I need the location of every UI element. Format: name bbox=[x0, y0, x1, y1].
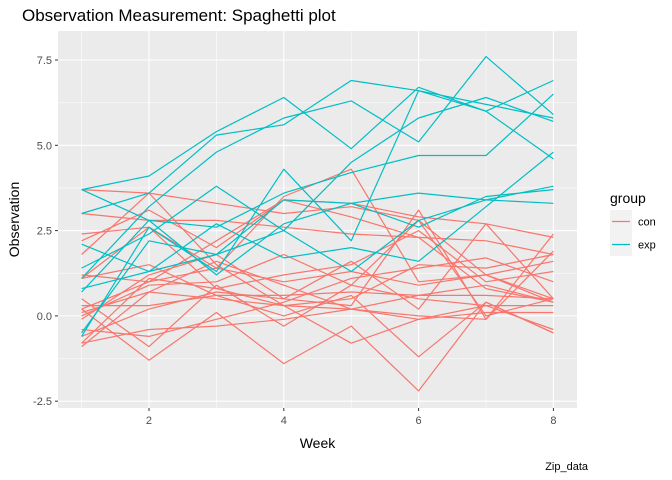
y-tick-label: -2.5 bbox=[33, 396, 52, 408]
x-axis-title: Week bbox=[300, 435, 337, 451]
series-line-exp bbox=[81, 93, 554, 293]
series-line-con bbox=[81, 253, 554, 317]
y-axis: -2.5 0.0 2.5 5.0 7.5 bbox=[33, 55, 58, 408]
series-line-con bbox=[81, 189, 554, 276]
x-tick-label: 8 bbox=[550, 415, 556, 427]
y-tick-label: 0.0 bbox=[37, 311, 52, 323]
series-line-con bbox=[81, 223, 554, 320]
series-line-exp bbox=[81, 151, 554, 273]
series-line-con bbox=[81, 301, 554, 392]
series-line-con bbox=[81, 284, 554, 344]
legend-label-con: con bbox=[638, 217, 656, 229]
series-line-con bbox=[81, 291, 554, 307]
legend-title: group bbox=[610, 190, 646, 206]
series-line-exp bbox=[81, 90, 554, 337]
series-line-con bbox=[81, 233, 554, 320]
series-line-exp bbox=[81, 189, 554, 334]
series-line-con bbox=[81, 219, 554, 348]
legend: group con exp bbox=[610, 190, 656, 256]
series-layer bbox=[81, 55, 554, 392]
series-line-con bbox=[81, 199, 554, 303]
x-tick-label: 6 bbox=[416, 415, 422, 427]
series-line-con bbox=[81, 253, 554, 344]
series-line-exp bbox=[81, 185, 554, 290]
series-line-con bbox=[81, 212, 554, 256]
y-tick-label: 5.0 bbox=[37, 140, 52, 152]
series-line-exp bbox=[81, 189, 554, 276]
y-tick-label: 2.5 bbox=[37, 226, 52, 238]
y-tick-label: 7.5 bbox=[37, 55, 52, 67]
y-axis-title: Observation bbox=[6, 182, 22, 257]
legend-label-exp: exp bbox=[638, 240, 656, 252]
series-line-exp bbox=[81, 79, 554, 215]
chart-title: Observation Measurement: Spaghetti plot bbox=[22, 6, 336, 25]
x-tick-label: 4 bbox=[281, 415, 287, 427]
caption: Zip_data bbox=[545, 461, 589, 473]
series-line-con bbox=[81, 291, 554, 348]
x-tick-label: 2 bbox=[146, 415, 152, 427]
series-line-exp bbox=[81, 96, 554, 269]
legend-keys: con exp bbox=[610, 210, 656, 256]
x-axis: 2 4 6 8 bbox=[146, 408, 556, 427]
series-line-con bbox=[81, 257, 554, 337]
series-line-exp bbox=[81, 55, 554, 279]
grid-minor bbox=[58, 31, 577, 408]
series-line-con bbox=[81, 192, 554, 344]
